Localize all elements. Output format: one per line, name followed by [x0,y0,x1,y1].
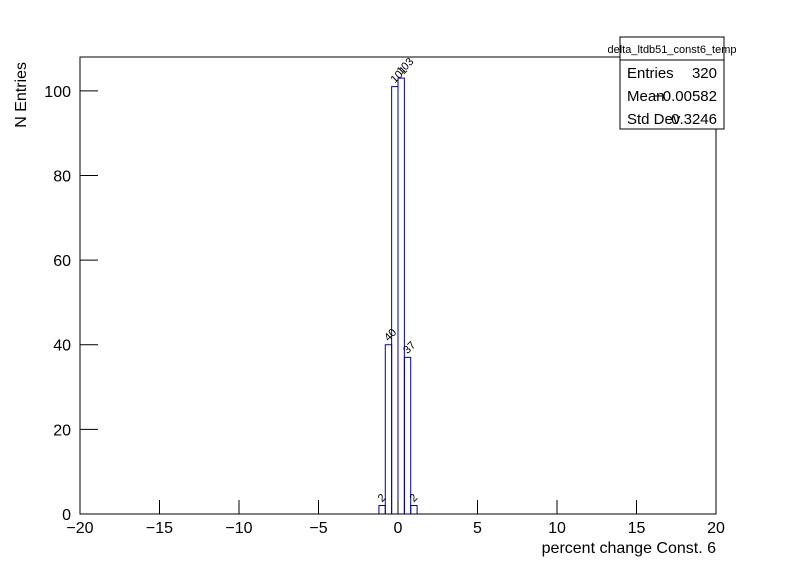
stats-value: −0.00582 [654,88,717,105]
y-tick-label: 20 [53,422,71,439]
x-tick-label: 20 [707,520,725,537]
stats-label: Mean [627,88,665,105]
y-tick-label: 80 [53,168,71,185]
y-tick-label: 100 [44,84,71,101]
x-axis-title: percent change Const. 6 [542,540,716,557]
stats-box: delta_ltdb51_const6_temp Entries 320 Mea… [607,36,737,130]
bar [410,505,418,514]
stats-value: 0.3246 [671,111,717,128]
y-axis-title: N Entries [13,62,30,128]
bar [397,77,405,514]
x-tick-label: −15 [146,520,173,537]
x-tick-label: −20 [66,520,93,537]
x-tick-label: −5 [309,520,327,537]
x-tick-label: 0 [394,520,403,537]
stats-label: Entries [627,65,674,82]
x-tick-label: −10 [225,520,252,537]
x-tick-label: 5 [473,520,482,537]
stats-value: 320 [692,65,717,82]
plot-area [378,77,418,514]
y-tick-label: 0 [62,507,71,524]
x-tick-label: 15 [628,520,646,537]
y-tick-label: 40 [53,338,71,355]
stats-title: delta_ltdb51_const6_temp [607,44,736,56]
stats-label: Std Dev [627,111,681,128]
y-tick-label: 60 [53,253,71,270]
stats-frame [619,36,725,130]
x-tick-label: 10 [548,520,566,537]
bar [403,356,412,514]
